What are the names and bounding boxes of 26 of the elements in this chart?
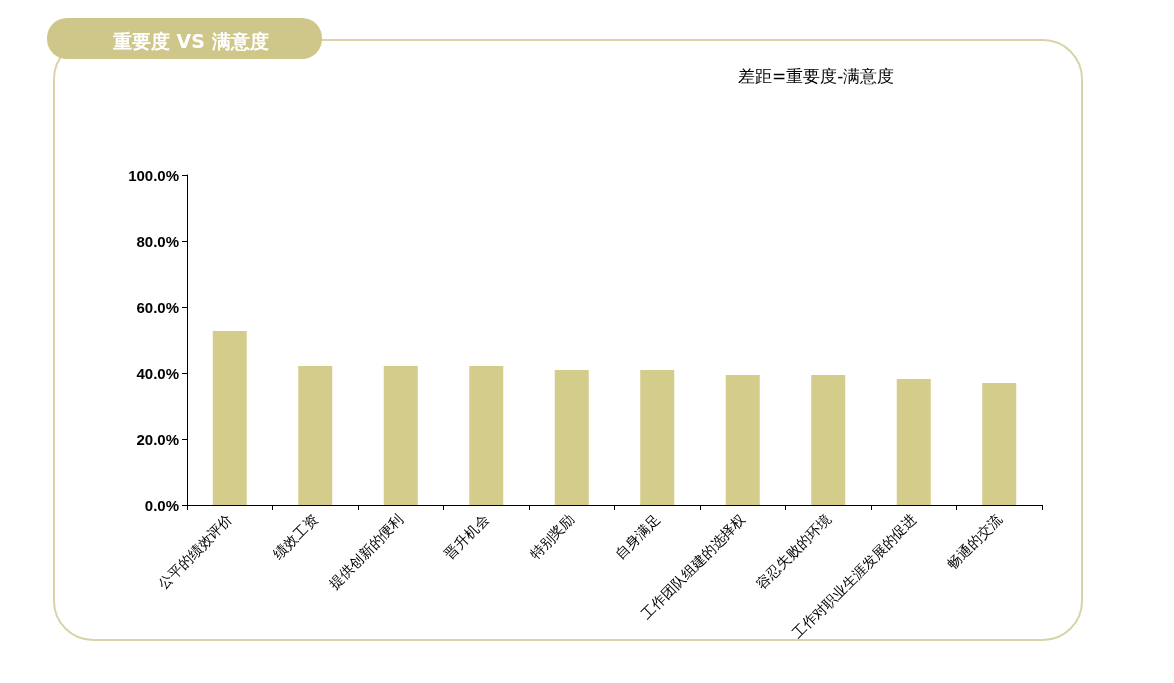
x-tick-label: 自身满足 [612,511,663,563]
x-tick-label: 特别奖励 [526,511,578,563]
y-tick-label: 80.0% [136,232,179,250]
bar [383,366,418,505]
chart-subtitle: 差距=重要度-满意度 [738,65,895,86]
bar [212,331,247,505]
bar [725,374,760,505]
bar [554,370,589,505]
x-tick-label: 绩效工资 [270,511,321,563]
y-tick-label: 40.0% [136,364,179,382]
y-tick-label: 60.0% [136,298,179,316]
bar [896,378,931,505]
x-tick-label: 晋升机会 [441,511,492,563]
bar [811,374,846,505]
y-tick-label: 20.0% [136,430,179,448]
bar [298,366,333,505]
x-tick-label: 容忍失败的环境 [753,511,834,592]
x-tick-label: 提供创新的便利 [325,511,407,592]
bar [640,370,675,505]
bar [469,366,504,505]
y-tick-label: 0.0% [144,496,179,514]
chart-title: 重要度 VS 满意度 [112,29,269,52]
x-tick-label: 畅通的交流 [944,511,1005,573]
y-tick-label: 100.0% [128,166,179,184]
bar [982,382,1017,505]
x-tick-label: 公平的绩效评价 [154,511,236,592]
